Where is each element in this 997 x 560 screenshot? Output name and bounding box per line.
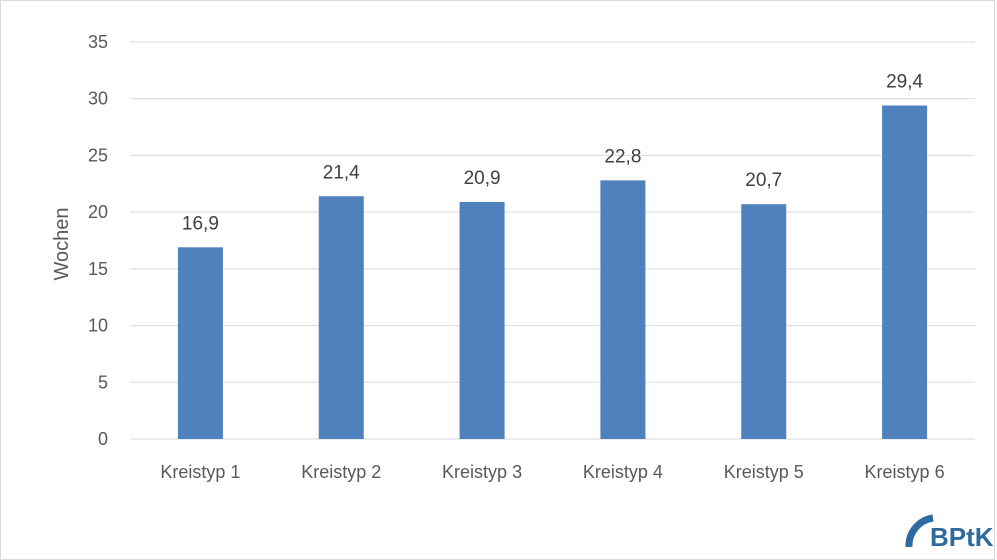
gridlines xyxy=(130,41,975,440)
y-tick-label: 0 xyxy=(98,429,108,449)
data-label-3: 20,9 xyxy=(464,168,501,189)
data-labels: 16,9 21,4 20,9 22,8 20,7 29,4 xyxy=(182,72,924,235)
logo-text: BPtK xyxy=(930,522,994,547)
data-label-5: 20,7 xyxy=(745,170,782,191)
data-label-6: 29,4 xyxy=(886,72,923,93)
y-tick-label: 35 xyxy=(88,32,108,52)
y-axis-title: Wochen xyxy=(51,207,73,280)
bar-5 xyxy=(741,204,787,439)
y-axis-ticks: 0 5 10 15 20 25 30 35 xyxy=(88,32,108,449)
data-label-1: 16,9 xyxy=(182,213,219,234)
bar-2 xyxy=(318,196,364,439)
y-tick-label: 25 xyxy=(88,145,108,165)
data-label-2: 21,4 xyxy=(323,162,360,183)
y-tick-label: 30 xyxy=(88,89,108,109)
x-category-label: Kreistyp 1 xyxy=(160,462,240,482)
x-axis-categories: Kreistyp 1 Kreistyp 2 Kreistyp 3 Kreistyp 4… xyxy=(160,462,944,482)
bar-1 xyxy=(177,247,223,439)
y-tick-label: 10 xyxy=(88,316,108,336)
y-tick-label: 20 xyxy=(88,202,108,222)
y-tick-label: 5 xyxy=(98,372,108,392)
bptk-logo: BPtK xyxy=(903,512,997,547)
x-category-label: Kreistyp 3 xyxy=(442,462,522,482)
x-category-label: Kreistyp 5 xyxy=(724,462,804,482)
bars xyxy=(177,105,928,440)
bar-3 xyxy=(459,201,505,439)
x-category-label: Kreistyp 6 xyxy=(865,462,945,482)
bar-6 xyxy=(882,105,928,440)
bar-4 xyxy=(600,180,646,439)
x-category-label: Kreistyp 2 xyxy=(301,462,381,482)
x-category-label: Kreistyp 4 xyxy=(583,462,663,482)
logo-arc-icon xyxy=(905,514,934,547)
y-tick-label: 15 xyxy=(88,259,108,279)
data-label-4: 22,8 xyxy=(604,146,641,167)
